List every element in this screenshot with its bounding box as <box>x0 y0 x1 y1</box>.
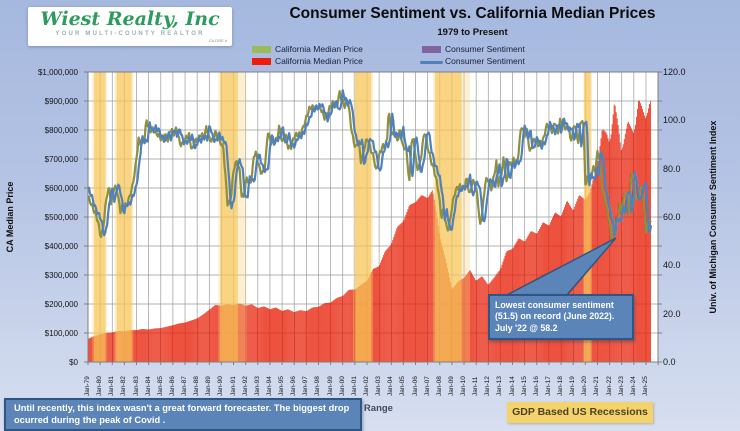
x-axis-label: Jan-15 <box>520 376 528 396</box>
realtor-logo: Wiest Realty, Inc YOUR MULTI-COUNTY REAL… <box>28 7 232 46</box>
x-axis-label: Jan-22 <box>605 376 613 396</box>
x-axis-label: Jan-11 <box>472 376 480 396</box>
x-axis-label: Jan-91 <box>229 376 237 396</box>
x-axis-label: Jan-86 <box>168 376 176 396</box>
x-axis-label: Jan-17 <box>544 376 552 396</box>
x-axis-label: Jan-96 <box>290 376 298 396</box>
y-axis-left-tick-label: $0 <box>69 357 78 367</box>
x-axis-label: Jan-85 <box>156 376 164 396</box>
x-axis-label: Jan-05 <box>399 376 407 396</box>
recession-band <box>355 72 372 362</box>
y-axis-right-tick-label: 20.0 <box>663 308 681 319</box>
x-axis-label: Jan-84 <box>144 376 152 396</box>
x-axis-label: Jan-06 <box>411 376 419 396</box>
chart-title: Consumer Sentiment vs. California Median… <box>289 5 656 22</box>
x-axis-label: Jan-97 <box>302 376 310 396</box>
x-axis-label: Jan-80 <box>96 376 104 396</box>
x-axis-label: Jan-89 <box>205 376 213 396</box>
y-axis-left-tick-label: $800,000 <box>44 125 78 135</box>
x-axis-label: Jan-87 <box>181 376 189 396</box>
x-axis-label: Jan-81 <box>108 376 116 396</box>
x-axis-label: Jan-79 <box>84 376 91 396</box>
x-axis-label: Jan-24 <box>629 376 637 396</box>
x-axis-label: Jan-16 <box>532 376 540 396</box>
legend-swatch-blue-line <box>420 61 443 64</box>
x-axis-label: Jan-82 <box>120 376 128 396</box>
x-axis-label: Jan-09 <box>447 376 455 396</box>
logo-license: CA DRE # <box>208 38 227 43</box>
legend-swatch-purple-block <box>422 46 441 53</box>
x-axis-label: Jan-03 <box>375 376 383 396</box>
x-axis-label: Jan-93 <box>253 376 261 396</box>
y-axis-left-tick-label: $500,000 <box>44 212 78 222</box>
x-axis-label: Jan-20 <box>581 376 589 396</box>
y-axis-right-tick-label: 60.0 <box>663 212 681 222</box>
legend-label-ca-median-price-green: California Median Price <box>275 44 363 54</box>
y-axis-right-tick-label: 100.0 <box>663 115 686 126</box>
x-axis-label: Jan-01 <box>350 376 358 396</box>
legend-swatch-green-block <box>252 46 271 53</box>
y-axis-right-tick-label: 40.0 <box>663 260 681 271</box>
x-axis-label: Jan-92 <box>241 376 249 396</box>
chart-plot <box>84 71 662 365</box>
y-axis-right-title: Univ. of Michigan Consumer Sentiment Ind… <box>708 120 718 314</box>
sentiment-line <box>88 89 653 237</box>
x-axis-label: Jan-14 <box>508 376 516 396</box>
x-axis-label: Jan-13 <box>496 376 504 396</box>
y-axis-left-tick-label: $100,000 <box>44 328 78 338</box>
y-axis-left-tick-label: $300,000 <box>44 270 78 280</box>
y-axis-right-tick-label: 120.0 <box>663 67 686 77</box>
partial-range-label: e Range <box>356 403 393 414</box>
y-axis-left-tick-label: $600,000 <box>44 183 78 193</box>
x-axis-label: Jan-95 <box>278 376 286 396</box>
x-axis-label: Jan-25 <box>641 376 649 396</box>
x-axis-label: Jan-88 <box>193 376 201 396</box>
x-axis-label: Jan-10 <box>460 376 468 396</box>
x-axis-label: Jan-94 <box>265 376 273 396</box>
x-axis-label: Jan-18 <box>557 376 565 396</box>
y-axis-left-tick-label: $200,000 <box>44 299 78 309</box>
y-axis-left-tick-label: $1,000,000 <box>37 67 78 77</box>
y-axis-left-title: CA Median Price <box>5 181 15 253</box>
recession-band <box>584 72 591 362</box>
legend-label-consumer-sentiment-purple: Consumer Sentiment <box>445 44 525 54</box>
forecaster-footnote: Until recently, this index wasn't a grea… <box>4 398 362 431</box>
x-axis-label: Jan-08 <box>435 376 443 396</box>
x-axis-label: Jan-12 <box>484 376 492 396</box>
legend-swatch-red-block <box>252 58 271 65</box>
logo-tagline: YOUR MULTI-COUNTY REALTOR <box>55 31 205 37</box>
y-axis-left-tick-label: $400,000 <box>44 241 78 251</box>
x-axis-label: Jan-19 <box>569 376 577 396</box>
legend-label-ca-median-price-red: California Median Price <box>275 56 363 66</box>
gdp-recessions-label: GDP Based US Recessions <box>507 402 653 423</box>
x-axis-label: Jan-21 <box>593 376 601 396</box>
x-axis-label: Jan-00 <box>338 376 346 396</box>
legend-label-consumer-sentiment-blue: Consumer Sentiment <box>445 56 525 66</box>
x-axis-label: Jan-23 <box>617 376 625 396</box>
recession-band <box>220 72 238 362</box>
x-axis-label: Jan-98 <box>314 376 322 396</box>
logo-company-name: Wiest Realty, Inc <box>40 8 220 30</box>
x-axis-label: Jan-83 <box>132 376 140 396</box>
y-axis-left-tick-label: $900,000 <box>44 96 78 106</box>
lowest-sentiment-callout: Lowest consumer sentiment (51.5) on reco… <box>488 294 634 341</box>
x-axis-label: Jan-90 <box>217 376 225 396</box>
x-axis-label: Jan-02 <box>362 376 370 396</box>
y-axis-left-tick-label: $700,000 <box>44 154 78 164</box>
y-axis-right-tick-label: 0.0 <box>663 357 676 367</box>
x-axis-label: Jan-99 <box>326 376 334 396</box>
x-axis-label: Jan-07 <box>423 376 431 396</box>
chart-subtitle: 1979 to Present <box>437 27 508 38</box>
recession-band <box>116 72 132 362</box>
x-axis-label: Jan-04 <box>387 376 395 396</box>
y-axis-right-tick-label: 80.0 <box>663 163 681 174</box>
